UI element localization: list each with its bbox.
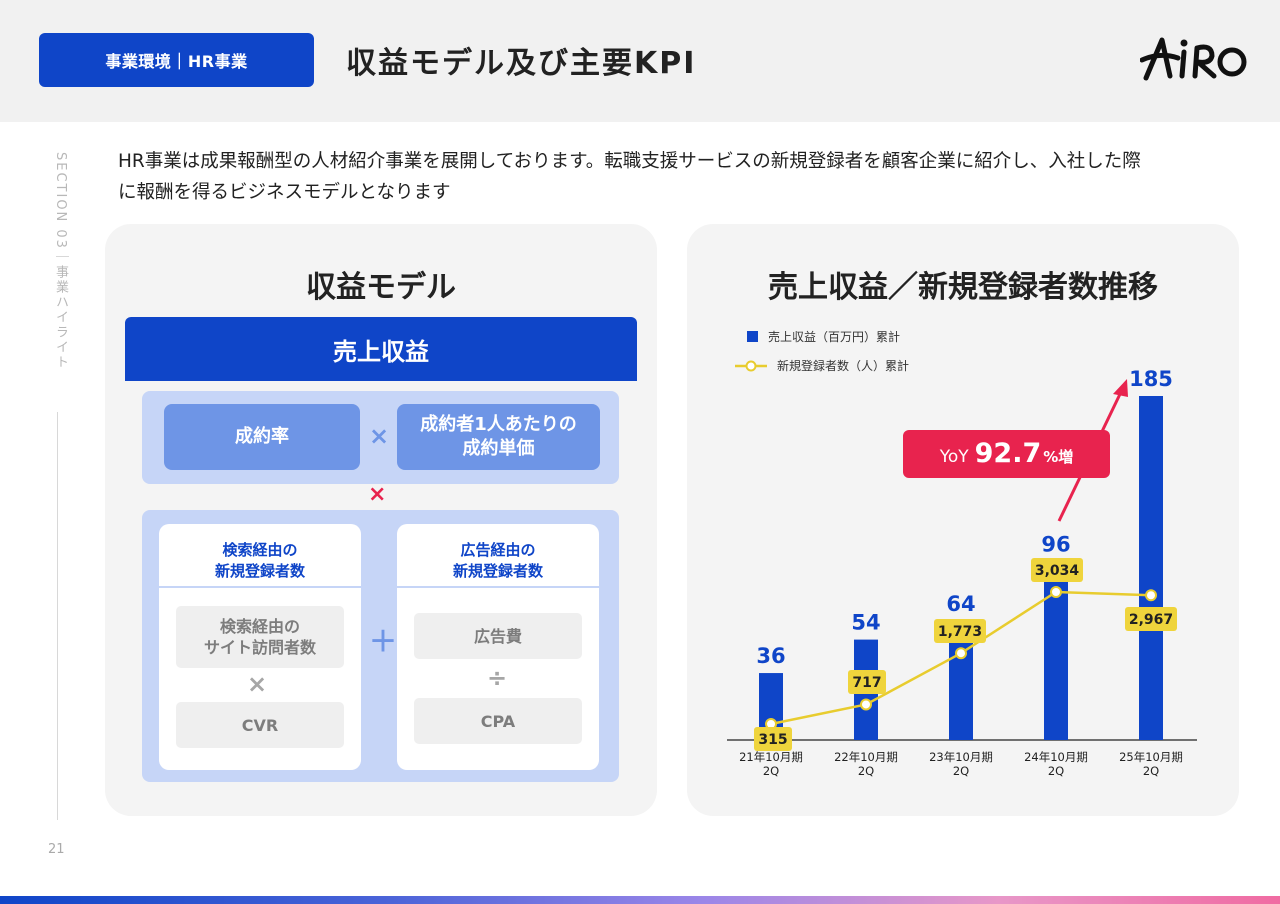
registrants-tag	[934, 619, 986, 643]
slide-title: 収益モデル及び主要KPI	[346, 46, 697, 81]
card-divider	[397, 586, 599, 588]
unit-price-line-1: 成約者1人あたりの	[420, 414, 577, 435]
section-badge: 事業環境｜HR事業	[39, 33, 314, 87]
unit-price-box: 成約者1人あたりの 成約単価	[397, 404, 600, 470]
revenue-model-panel: 収益モデル 売上収益 成約率 × 成約者1人あたりの 成約単価 × 検索経由の …	[105, 224, 657, 816]
times-icon: ×	[368, 482, 387, 507]
x-tick-label: 23年10月期	[929, 750, 993, 764]
divide-icon: ÷	[487, 664, 508, 692]
ad-head-line-2: 新規登録者数	[452, 562, 543, 580]
registrants-label: 3,034	[1035, 563, 1080, 579]
search-head-line-2: 新規登録者数	[214, 562, 305, 580]
legend-revenue: 売上収益（百万円）累計	[747, 328, 900, 345]
times-icon: ×	[247, 670, 268, 698]
x-tick-label: 2Q	[763, 764, 779, 778]
side-divider	[57, 412, 58, 820]
registrants-label: 1,773	[938, 624, 982, 640]
revenue-bar-label: 36	[756, 644, 785, 668]
section-label: SECTION 03｜事業ハイライト	[53, 152, 68, 370]
registrants-point	[1050, 586, 1062, 598]
x-tick-label: 2Q	[858, 764, 874, 778]
registrants-point	[860, 698, 872, 711]
legend-registrants-label: 新規登録者数（人）累計	[777, 359, 910, 373]
cpa-box: CPA	[414, 698, 582, 744]
legend-revenue-label: 売上収益（百万円）累計	[768, 330, 901, 344]
legend-bar-swatch	[747, 331, 758, 342]
x-tick-label: 2Q	[1143, 764, 1159, 778]
x-tick-label: 24年10月期	[1024, 750, 1088, 764]
search-head-line-1: 検索経由の	[222, 541, 298, 559]
search-visits-line-2: サイト訪問者数	[203, 638, 316, 657]
intro-line-1: HR事業は成果報酬型の人材紹介事業を展開しております。転職支援サービスの新規登録…	[118, 151, 1141, 172]
registrants-tag	[848, 670, 886, 694]
legend-line-swatch	[735, 360, 767, 371]
intro-line-2: に報酬を得るビジネスモデルとなります	[118, 182, 451, 203]
yoy-badge: YoY 92.7 %増	[903, 430, 1110, 478]
revenue-box: 売上収益	[125, 317, 637, 381]
unit-price-line-2: 成約単価	[462, 438, 535, 459]
trend-chart: 3654649618521年10月期2Q22年10月期2Q23年10月期2Q24…	[727, 367, 1197, 778]
registrants-row: 検索経由の 新規登録者数 検索経由の サイト訪問者数 × CVR ＋ 広告経由の…	[142, 510, 619, 782]
plus-icon: ＋	[369, 625, 398, 658]
x-tick-label: 2Q	[1048, 764, 1064, 778]
yoy-suffix: %増	[1043, 448, 1074, 466]
conversion-rate-box: 成約率	[164, 404, 360, 470]
revenue-bar-label: 96	[1041, 532, 1070, 556]
search-registrants-heading: 検索経由の 新規登録者数	[159, 540, 361, 582]
intro-text: HR事業は成果報酬型の人材紹介事業を展開しております。転職支援サービスの新規登録…	[118, 146, 1238, 208]
registrants-point	[955, 647, 967, 660]
registrants-point	[1145, 589, 1157, 602]
revenue-model-title: 収益モデル	[306, 270, 456, 305]
trend-panel: 売上収益／新規登録者数推移 売上収益（百万円）累計 新規登録者数（人）累計 36…	[687, 224, 1239, 816]
footer-gradient-bar	[0, 896, 1280, 904]
airo-logo	[1140, 37, 1247, 81]
registrants-tag	[1031, 558, 1083, 582]
search-visits-line-1: 検索経由の	[219, 617, 300, 636]
yoy-arrow-head	[1113, 379, 1128, 397]
revenue-bar-label: 64	[946, 592, 975, 616]
legend-registrants: 新規登録者数（人）累計	[735, 357, 909, 374]
yoy-prefix: YoY	[939, 447, 969, 467]
ad-cost-box: 広告費	[414, 613, 582, 659]
card-divider	[159, 586, 361, 588]
registrants-label: 2,967	[1129, 612, 1173, 628]
x-tick-label: 22年10月期	[834, 750, 898, 764]
ad-head-line-1: 広告経由の	[460, 541, 536, 559]
yoy-value: 92.7	[974, 438, 1042, 469]
registrants-tag	[1125, 607, 1177, 631]
ad-registrants-card: 広告経由の 新規登録者数 広告費 ÷ CPA	[397, 524, 599, 770]
registrants-label: 315	[758, 732, 787, 748]
revenue-bar	[1139, 396, 1163, 740]
trend-title: 売上収益／新規登録者数推移	[768, 270, 1158, 305]
slide-header: 事業環境｜HR事業 収益モデル及び主要KPI	[0, 0, 1280, 122]
conversion-row: 成約率 × 成約者1人あたりの 成約単価	[142, 391, 619, 484]
search-registrants-card: 検索経由の 新規登録者数 検索経由の サイト訪問者数 × CVR	[159, 524, 361, 770]
ad-registrants-heading: 広告経由の 新規登録者数	[397, 540, 599, 582]
x-tick-label: 2Q	[953, 764, 969, 778]
registrants-tag	[754, 727, 792, 751]
registrants-label: 717	[852, 675, 881, 691]
page-number: 21	[48, 842, 65, 857]
search-visitors-box: 検索経由の サイト訪問者数	[176, 606, 344, 668]
x-tick-label: 25年10月期	[1119, 750, 1183, 764]
revenue-bar-label: 185	[1129, 367, 1173, 391]
x-tick-label: 21年10月期	[739, 750, 803, 764]
times-icon: ×	[369, 422, 390, 450]
cvr-box: CVR	[176, 702, 344, 748]
revenue-bar-label: 54	[851, 611, 880, 635]
